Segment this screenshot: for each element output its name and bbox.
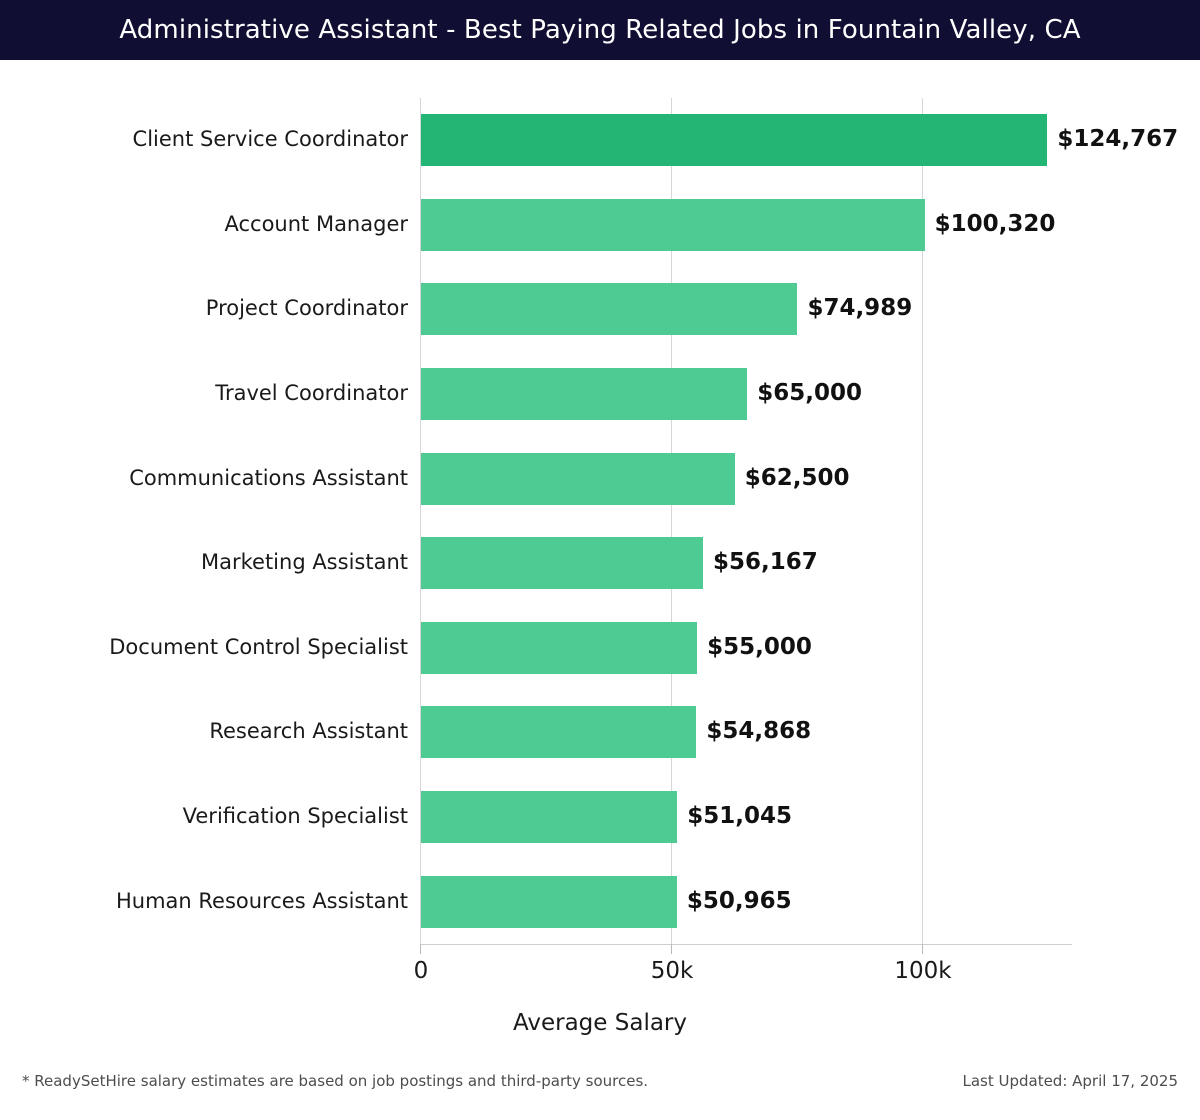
- bar-value-label: $51,045: [687, 803, 792, 830]
- footer: * ReadySetHire salary estimates are base…: [0, 1072, 1200, 1120]
- bar-row[interactable]: Human Resources Assistant $50,965: [0, 859, 1200, 944]
- bar[interactable]: [421, 875, 677, 928]
- bar[interactable]: [421, 114, 1048, 167]
- category-label: Client Service Coordinator: [132, 127, 408, 152]
- bar[interactable]: [421, 283, 798, 336]
- category-label: Marketing Assistant: [200, 550, 408, 575]
- category-label: Project Coordinator: [205, 296, 408, 321]
- bar-row[interactable]: Client Service Coordinator $124,767: [0, 98, 1200, 183]
- category-label: Document Control Specialist: [109, 634, 408, 659]
- bar[interactable]: [421, 368, 748, 421]
- x-axis-tick-label: 50k: [650, 958, 694, 984]
- footer-last-updated: Last Updated: April 17, 2025: [962, 1072, 1178, 1090]
- bar[interactable]: [421, 791, 678, 844]
- bar-row[interactable]: Communications Assistant $62,500: [0, 436, 1200, 521]
- bar-rows: Client Service Coordinator $124,767 Accoun…: [0, 98, 1200, 944]
- category-label: Research Assistant: [209, 719, 408, 744]
- bar-row[interactable]: Account Manager $100,320: [0, 183, 1200, 268]
- category-label: Verification Specialist: [182, 804, 408, 829]
- x-axis-tick: [420, 944, 421, 954]
- bar-value-label: $124,767: [1057, 126, 1179, 153]
- bar-value-label: $56,167: [712, 549, 818, 576]
- x-axis-tick-label: 100k: [894, 958, 952, 984]
- category-label: Travel Coordinator: [215, 381, 408, 406]
- page-title: Administrative Assistant - Best Paying R…: [119, 15, 1081, 45]
- category-label: Communications Assistant: [129, 465, 408, 490]
- bar-row[interactable]: Research Assistant $54,868: [0, 690, 1200, 775]
- bar-value-label: $55,000: [707, 633, 812, 660]
- bar-value-label: $74,989: [807, 295, 913, 322]
- bar-row[interactable]: Verification Specialist $51,045: [0, 775, 1200, 860]
- bar-value-label: $62,500: [744, 464, 850, 491]
- title-bar: Administrative Assistant - Best Paying R…: [0, 0, 1200, 60]
- bar[interactable]: [421, 198, 925, 251]
- bar-row[interactable]: Marketing Assistant $56,167: [0, 521, 1200, 606]
- bar[interactable]: [421, 621, 698, 674]
- category-label: Account Manager: [224, 211, 408, 236]
- bar-row[interactable]: Project Coordinator $74,989: [0, 267, 1200, 352]
- x-axis-title: Average Salary: [512, 1010, 687, 1036]
- x-axis-tick-label: 0: [413, 958, 429, 984]
- bar-value-label: $54,868: [706, 718, 812, 745]
- bar-value-label: $50,965: [686, 887, 792, 914]
- bar[interactable]: [421, 537, 703, 590]
- bar-row[interactable]: Document Control Specialist $55,000: [0, 606, 1200, 691]
- bar-row[interactable]: Travel Coordinator $65,000: [0, 352, 1200, 437]
- bar-value-label: $100,320: [934, 210, 1056, 237]
- bar[interactable]: [421, 452, 735, 505]
- gridline: [420, 98, 421, 944]
- chart-plot-area: Client Service Coordinator $124,767 Accoun…: [0, 60, 1200, 1060]
- gridline: [671, 98, 672, 944]
- gridline: [922, 98, 923, 944]
- bar[interactable]: [421, 706, 697, 759]
- x-axis-tick: [671, 944, 672, 954]
- x-axis-tick: [922, 944, 923, 954]
- bar-value-label: $65,000: [757, 380, 863, 407]
- x-axis-line: [420, 944, 1072, 945]
- category-label: Human Resources Assistant: [115, 888, 408, 913]
- footer-disclaimer: * ReadySetHire salary estimates are base…: [22, 1072, 649, 1090]
